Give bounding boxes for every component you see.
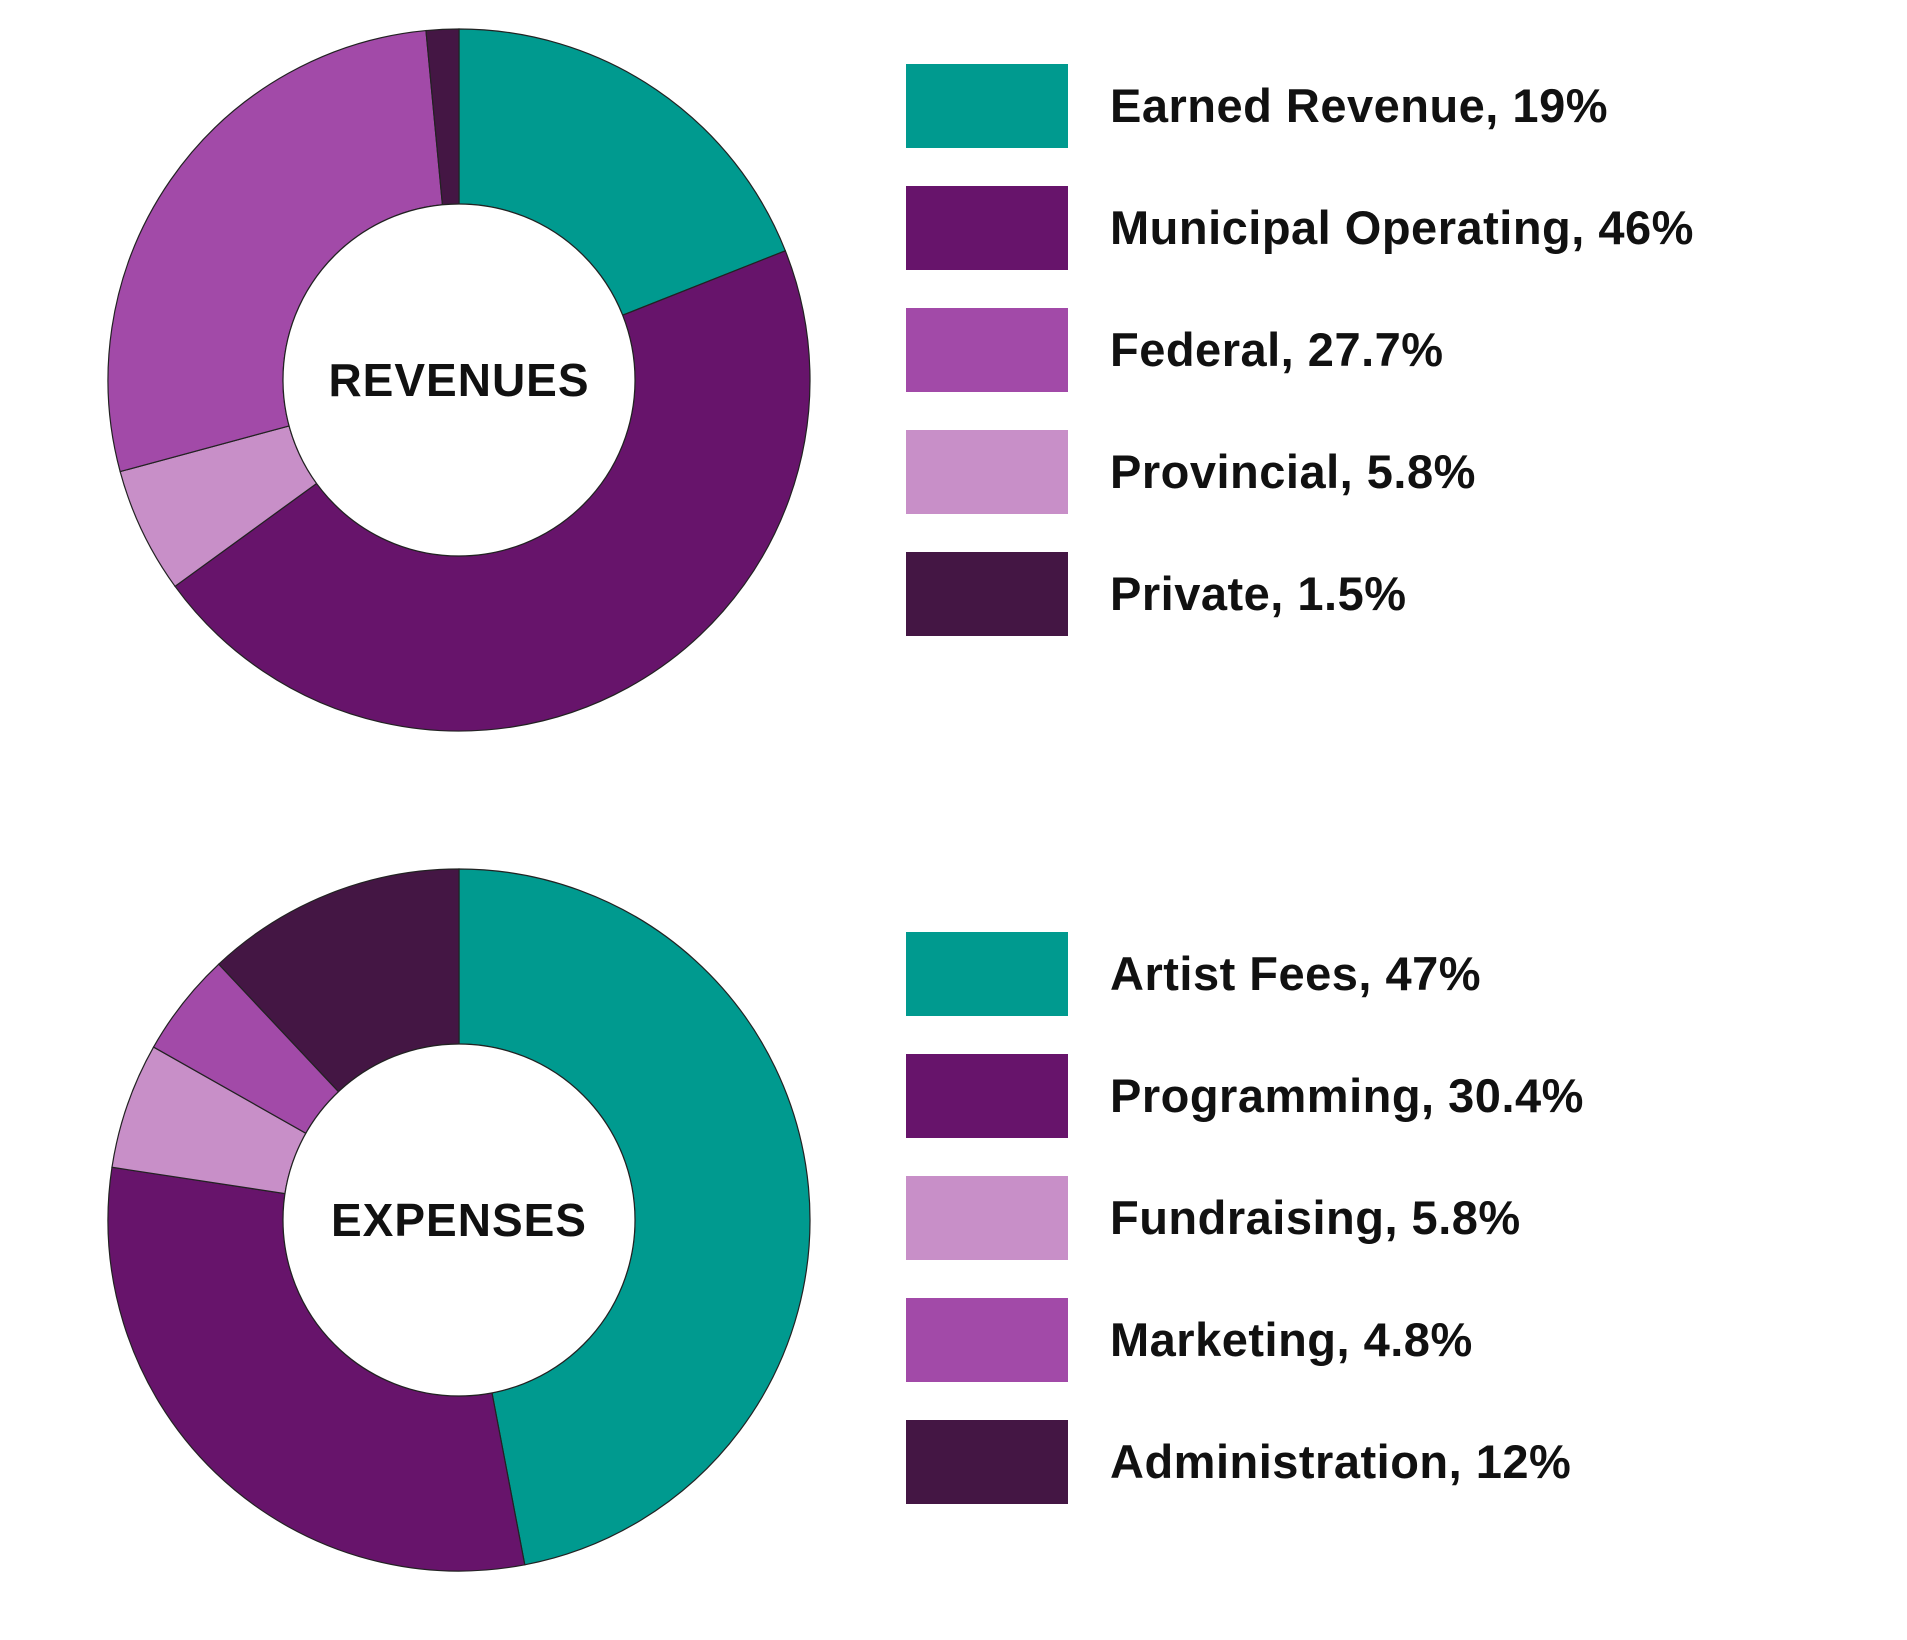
legend-swatch — [906, 1298, 1068, 1382]
legend-label: Programming, 30.4% — [1110, 1069, 1584, 1122]
legend-item-programming: Programming, 30.4% — [906, 1054, 1856, 1138]
expenses-donut: EXPENSES — [107, 868, 811, 1572]
legend-label: Private, 1.5% — [1110, 567, 1407, 620]
legend-label: Administration, 12% — [1110, 1435, 1572, 1488]
legend-swatch — [906, 1176, 1068, 1260]
legend-item-marketing: Marketing, 4.8% — [906, 1298, 1856, 1382]
legend-swatch — [906, 932, 1068, 1016]
expenses-chart: EXPENSES Artist Fees, 47% Programming, 30… — [0, 840, 1907, 1640]
revenues-chart: REVENUES Earned Revenue, 19% Municipal Op… — [0, 0, 1907, 800]
legend-swatch — [906, 1054, 1068, 1138]
legend-swatch — [906, 552, 1068, 636]
legend-label: Federal, 27.7% — [1110, 323, 1444, 376]
legend-item-fundraising: Fundraising, 5.8% — [906, 1176, 1856, 1260]
legend-swatch — [906, 430, 1068, 514]
legend-swatch — [906, 64, 1068, 148]
legend-label: Fundraising, 5.8% — [1110, 1191, 1521, 1244]
legend-item-private: Private, 1.5% — [906, 552, 1856, 636]
legend-item-municipal-operating: Municipal Operating, 46% — [906, 186, 1856, 270]
legend-label: Municipal Operating, 46% — [1110, 201, 1694, 254]
legend-label: Marketing, 4.8% — [1110, 1313, 1473, 1366]
center-label: REVENUES — [328, 354, 589, 406]
legend-label: Provincial, 5.8% — [1110, 445, 1476, 498]
revenues-donut: REVENUES — [107, 28, 811, 732]
legend-swatch — [906, 186, 1068, 270]
legend-label: Earned Revenue, 19% — [1110, 79, 1608, 132]
legend-label: Artist Fees, 47% — [1110, 947, 1482, 1000]
donut-hole — [282, 1043, 636, 1397]
legend-swatch — [906, 1420, 1068, 1504]
legend-swatch — [906, 308, 1068, 392]
legend-item-earned-revenue: Earned Revenue, 19% — [906, 64, 1856, 148]
legend-item-artist-fees: Artist Fees, 47% — [906, 932, 1856, 1016]
donut-hole — [282, 203, 636, 557]
legend-item-administration: Administration, 12% — [906, 1420, 1856, 1504]
legend-item-federal: Federal, 27.7% — [906, 308, 1856, 392]
center-label: EXPENSES — [331, 1194, 587, 1246]
legend-item-provincial: Provincial, 5.8% — [906, 430, 1856, 514]
